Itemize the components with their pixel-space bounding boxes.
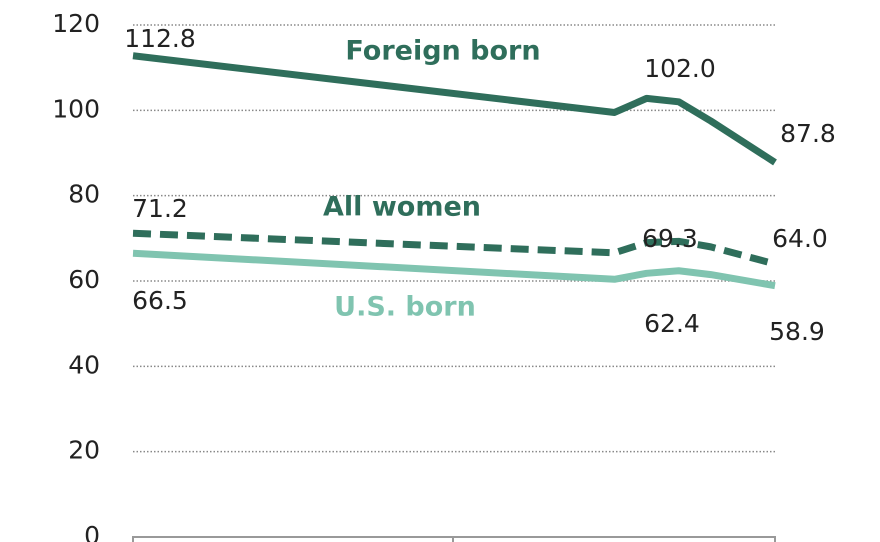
data-label: 87.8 bbox=[780, 119, 836, 148]
y-tick-label: 80 bbox=[68, 180, 100, 209]
data-label: 102.0 bbox=[644, 54, 716, 83]
series-label: Foreign born bbox=[345, 36, 540, 67]
data-label: 62.4 bbox=[644, 309, 700, 338]
data-label: 64.0 bbox=[772, 224, 828, 253]
series-label: All women bbox=[323, 192, 481, 223]
data-label: 66.5 bbox=[132, 286, 188, 315]
data-label: 58.9 bbox=[769, 317, 825, 346]
series-line bbox=[132, 249, 776, 290]
y-tick-label: 60 bbox=[68, 265, 100, 294]
data-label: 71.2 bbox=[132, 194, 188, 223]
y-tick-label: 40 bbox=[68, 350, 100, 379]
data-label: 112.8 bbox=[124, 24, 196, 53]
series-label: U.S. born bbox=[334, 292, 476, 323]
y-tick-label: 120 bbox=[52, 9, 100, 38]
y-tick-label: 20 bbox=[68, 436, 100, 465]
y-tick-label: 0 bbox=[84, 521, 100, 542]
series-line bbox=[132, 52, 777, 166]
data-label: 69.3 bbox=[642, 224, 698, 253]
y-tick-label: 100 bbox=[52, 94, 100, 123]
